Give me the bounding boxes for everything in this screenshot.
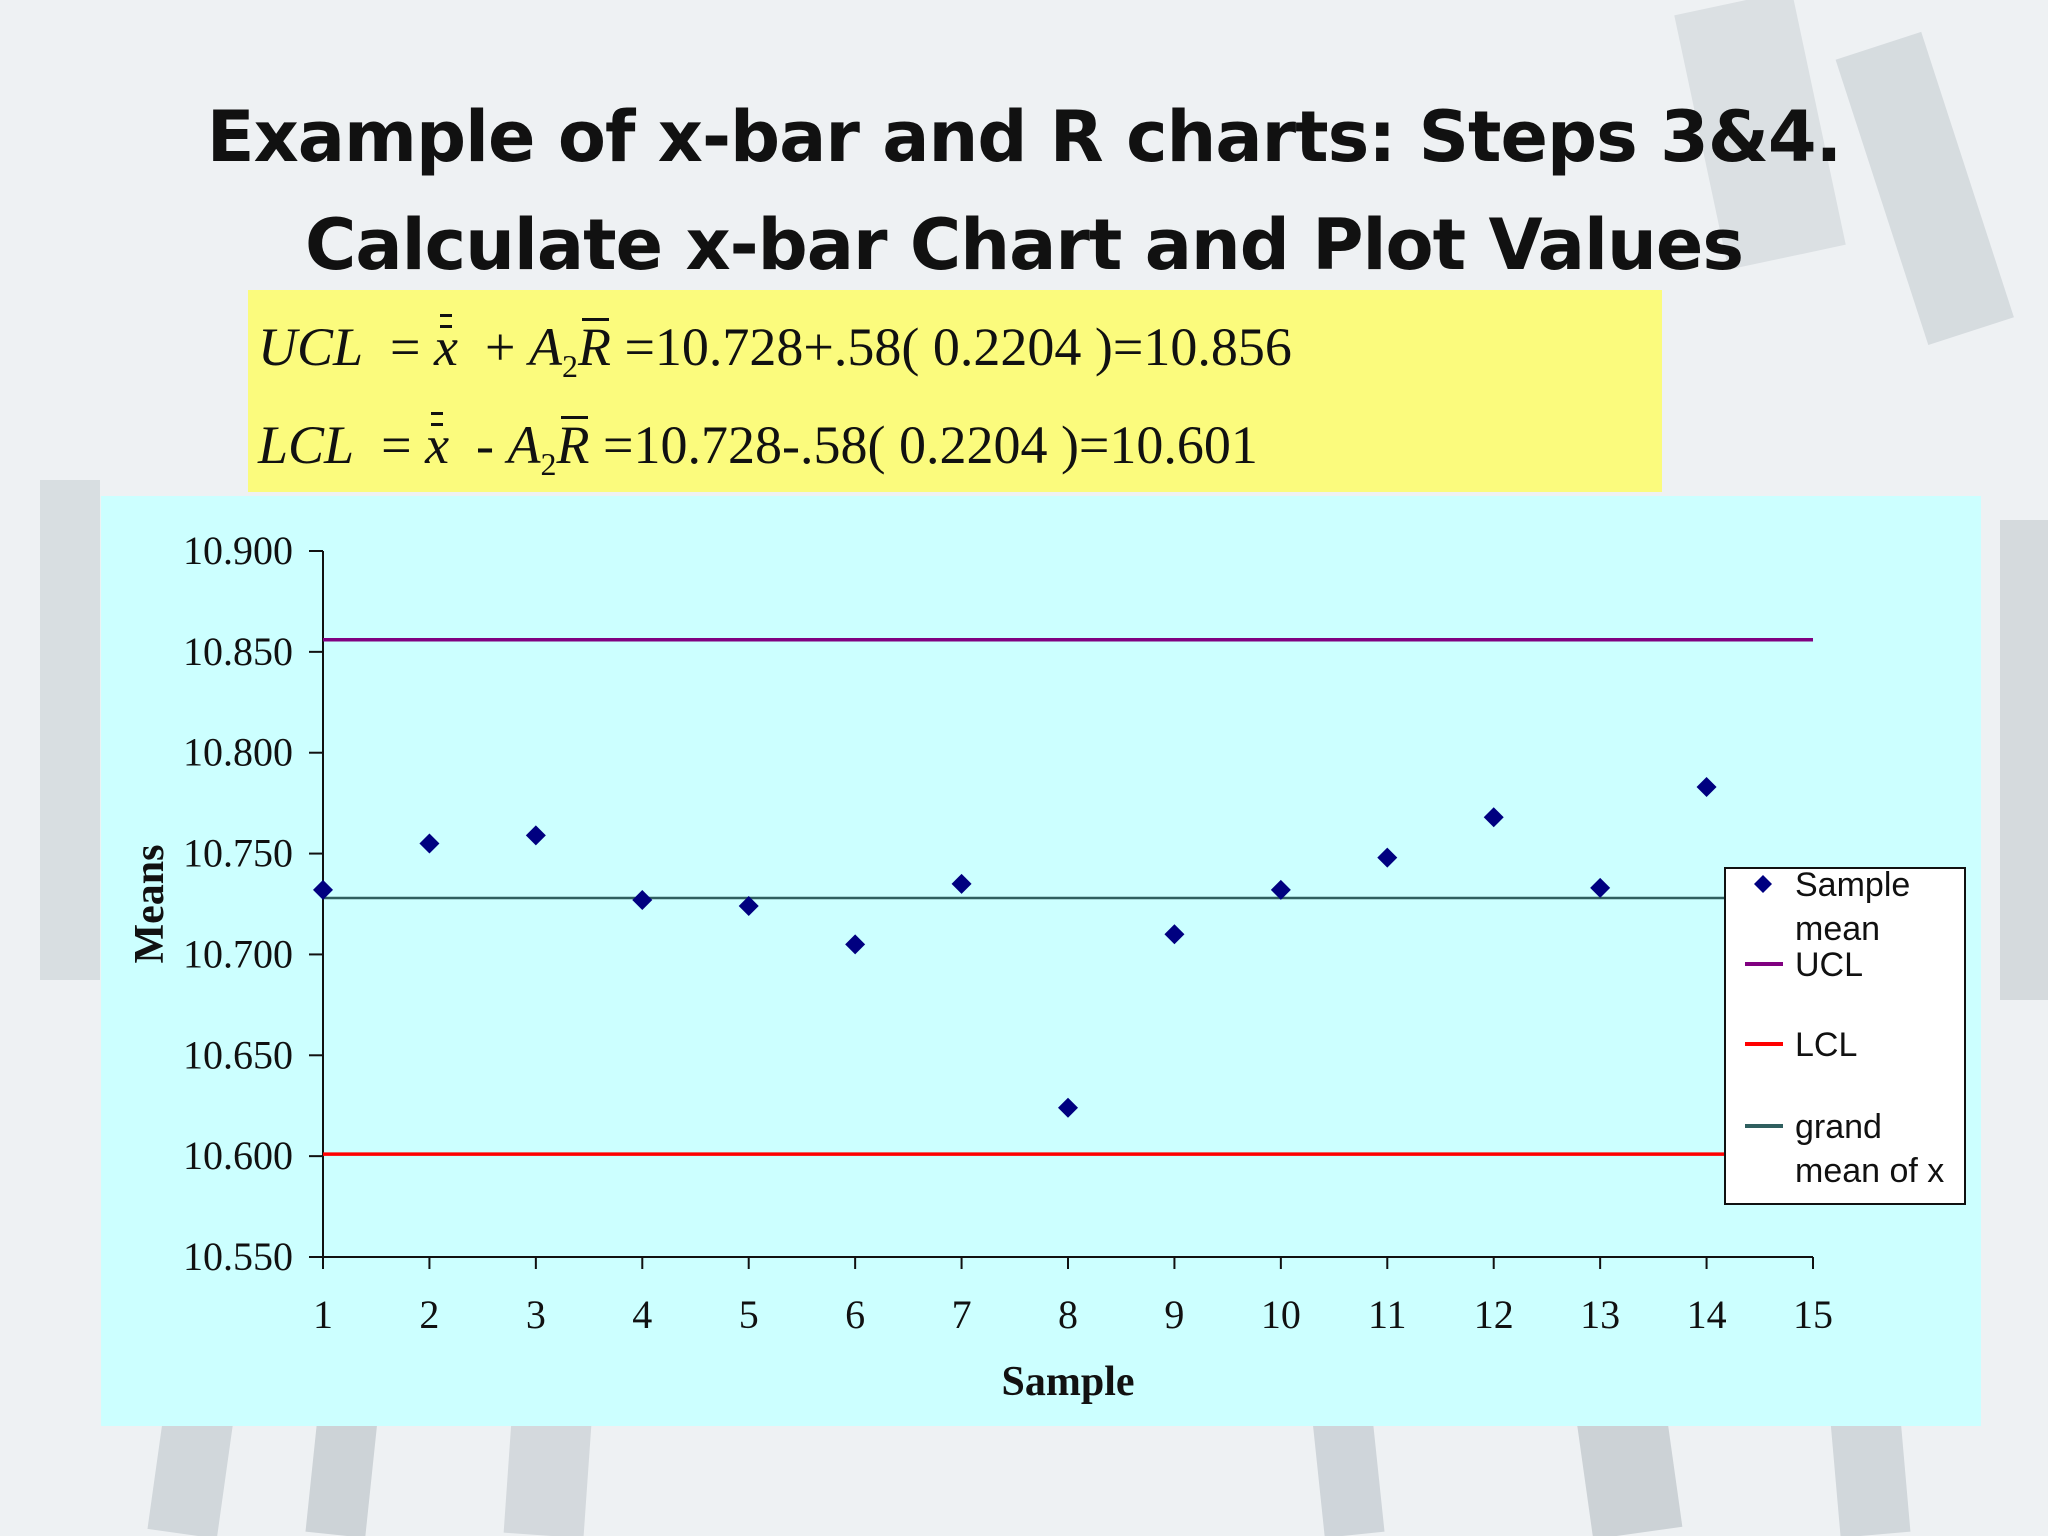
slide-title-line-2: Calculate x-bar Chart and Plot Values (304, 204, 1744, 286)
sample-mean-point (1164, 924, 1185, 945)
x-tick-label: 9 (1164, 1292, 1184, 1337)
lcl-formula: LCL = x - A2R =10.728-.58( 0.2204 )=10.6… (258, 412, 1258, 482)
x-tick-label: 2 (419, 1292, 439, 1337)
x-tick-label: 3 (526, 1292, 546, 1337)
lcl-a-subscript: 2 (540, 445, 557, 482)
lcl-rbar-symbol: R (556, 415, 590, 475)
ucl-formula-label: UCL (258, 317, 364, 377)
ucl-grand-mean-symbol: x (434, 314, 458, 377)
x-tick-label: 12 (1474, 1292, 1514, 1337)
lcl-operator: - (476, 415, 495, 475)
ucl-a2-value: .58 (833, 317, 902, 377)
sample-mean-point (1590, 877, 1611, 898)
ucl-a-subscript: 2 (561, 347, 578, 384)
y-tick-label: 10.550 (183, 1234, 293, 1279)
x-axis-title: Sample (1001, 1359, 1134, 1405)
sample-mean-point (1377, 847, 1398, 868)
sample-mean-point (738, 896, 759, 917)
legend-marker-sample-mean (1754, 875, 1772, 893)
sample-mean-point (951, 873, 972, 894)
x-tick-label: 1 (313, 1292, 333, 1337)
ucl-rbar-value: 0.2204 (932, 317, 1082, 377)
y-tick-label: 10.900 (183, 528, 293, 573)
sample-mean-point (632, 889, 653, 910)
xbar-chart: 10.550 10.600 10.650 10.700 10.750 10.800 10.8… (127, 528, 1966, 1405)
legend-label-grand-mean-of-x: grand (1795, 1108, 1882, 1146)
y-tick-label: 10.700 (183, 931, 293, 976)
sample-mean-point (525, 825, 546, 846)
legend-label-lcl: LCL (1795, 1026, 1857, 1064)
legend-label-sample-mean: mean (1795, 910, 1880, 948)
x-tick-label: 4 (632, 1292, 652, 1337)
lcl-grand-mean-value: 10.728 (633, 415, 782, 475)
lcl-grand-mean-symbol: x (425, 412, 450, 475)
x-tick-label: 15 (1793, 1292, 1833, 1337)
y-tick-label: 10.750 (183, 831, 293, 876)
legend-label-grand-mean-of-x: mean of x (1795, 1152, 1944, 1190)
ucl-operator: + (484, 317, 516, 377)
y-axis-title: Means (127, 845, 173, 964)
y-tick-label: 10.650 (183, 1032, 293, 1077)
lcl-result: 10.601 (1109, 415, 1258, 475)
x-tick-label: 11 (1368, 1292, 1407, 1337)
lcl-a2-value: .58 (799, 415, 868, 475)
legend-box (1724, 867, 1966, 1205)
x-tick-label: 5 (739, 1292, 759, 1337)
legend-label-ucl: UCL (1795, 946, 1863, 984)
y-tick-label: 10.600 (183, 1133, 293, 1178)
sample-mean-point (1058, 1097, 1078, 1118)
slide-title-line-1: Example of x-bar and R charts: Steps 3&4… (206, 96, 1842, 178)
legend-label-sample-mean: Sample (1795, 866, 1910, 904)
sample-mean-point (1696, 777, 1717, 798)
x-tick-label: 6 (845, 1292, 865, 1337)
y-tick-label: 10.800 (183, 730, 293, 775)
x-tick-label: 10 (1261, 1292, 1301, 1337)
control-limit-formulas: UCL = x + A2R =10.728+.58( 0.2204 )=10.8… (248, 290, 1662, 492)
ucl-rbar-symbol: R (577, 317, 611, 377)
sample-mean-point (1270, 879, 1291, 900)
lcl-rbar-value: 0.2204 (898, 415, 1048, 475)
sample-mean-point (845, 934, 866, 955)
xbar-chart-panel: 10.550 10.600 10.650 10.700 10.750 10.800 10.8… (101, 496, 1981, 1426)
ucl-a-symbol: A (528, 317, 562, 377)
x-tick-label: 14 (1687, 1292, 1727, 1337)
x-tick-label: 13 (1580, 1292, 1620, 1337)
ucl-formula: UCL = x + A2R =10.728+.58( 0.2204 )=10.8… (258, 314, 1292, 384)
lcl-a-symbol: A (507, 415, 541, 475)
ucl-grand-mean-value: 10.728 (654, 317, 804, 377)
ucl-result: 10.856 (1143, 317, 1292, 377)
sample-mean-point (313, 879, 333, 900)
lcl-formula-label: LCL (258, 415, 355, 475)
sample-mean-point (1483, 807, 1504, 828)
sample-mean-point (419, 833, 440, 854)
x-tick-label: 8 (1058, 1292, 1078, 1337)
y-tick-label: 10.850 (183, 629, 293, 674)
x-tick-label: 7 (952, 1292, 972, 1337)
